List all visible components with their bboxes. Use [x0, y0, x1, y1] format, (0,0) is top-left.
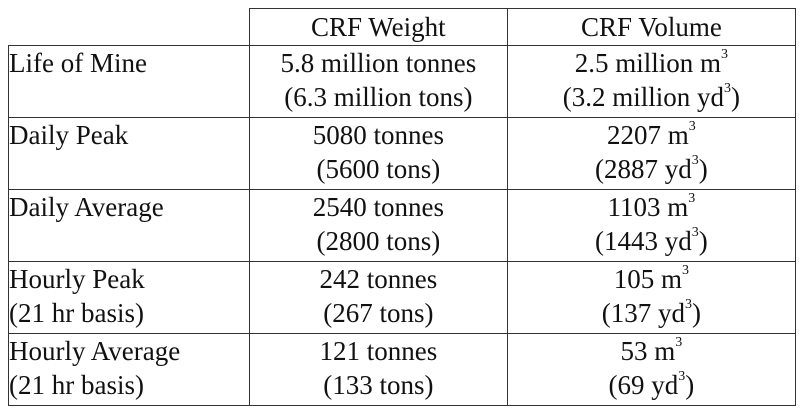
header-corner	[8, 8, 250, 46]
volume-imperial: (2887 yd3)	[508, 152, 795, 186]
volume-cell: 53 m3 (69 yd3)	[506, 333, 797, 406]
row-label-line2	[9, 152, 249, 186]
cubed-superscript: 3	[724, 81, 732, 96]
volume-metric-text: 1103 m	[607, 192, 689, 222]
cubed-superscript: 3	[691, 225, 699, 240]
volume-metric: 1103 m3	[508, 190, 795, 224]
volume-imperial: (69 yd3)	[508, 368, 795, 402]
weight-cell: 2540 tonnes (2800 tons)	[248, 189, 508, 262]
header-crf-weight: CRF Weight	[248, 8, 508, 46]
row-label: Hourly Average (21 hr basis)	[8, 333, 250, 406]
volume-cell: 2.5 million m3 (3.2 million yd3)	[506, 45, 797, 118]
row-label: Hourly Peak (21 hr basis)	[8, 261, 250, 334]
row-label-line1: Hourly Average	[9, 336, 181, 366]
volume-metric: 105 m3	[508, 262, 795, 296]
cubed-superscript: 3	[678, 369, 686, 384]
crf-table: CRF Weight CRF Volume Life of Mine 5.8 m…	[8, 8, 797, 406]
row-label-line2	[9, 224, 249, 258]
volume-metric: 53 m3	[508, 334, 795, 368]
volume-imperial-close: )	[685, 370, 695, 400]
row-label-line1: Life of Mine	[9, 48, 147, 78]
volume-imperial-text: (2887 yd	[595, 154, 692, 184]
table-row: Daily Average 2540 tonnes (2800 tons) 11…	[8, 189, 797, 262]
cubed-superscript: 3	[675, 335, 683, 350]
weight-cell: 121 tonnes (133 tons)	[248, 333, 508, 406]
weight-cell: 242 tonnes (267 tons)	[248, 261, 508, 334]
volume-metric-text: 105 m	[613, 264, 683, 294]
row-label-line1: Daily Peak	[9, 120, 129, 150]
volume-metric: 2207 m3	[508, 118, 795, 152]
weight-metric: 5080 tonnes	[312, 120, 444, 150]
cubed-superscript: 3	[688, 191, 696, 206]
row-label-line2: (21 hr basis)	[9, 298, 144, 328]
weight-metric: 5.8 million tonnes	[280, 48, 477, 78]
cubed-superscript: 3	[685, 297, 693, 312]
cubed-superscript: 3	[688, 119, 696, 134]
volume-imperial-text: (137 yd	[601, 298, 686, 328]
volume-cell: 2207 m3 (2887 yd3)	[506, 117, 797, 190]
volume-imperial-close: )	[698, 154, 708, 184]
weight-cell: 5.8 million tonnes (6.3 million tons)	[248, 45, 508, 118]
weight-imperial: (6.3 million tons)	[284, 82, 473, 112]
volume-imperial: (137 yd3)	[508, 296, 795, 330]
volume-imperial: (1443 yd3)	[508, 224, 795, 258]
weight-metric: 2540 tonnes	[312, 192, 444, 222]
weight-metric: 242 tonnes	[319, 264, 438, 294]
row-label: Daily Average	[8, 189, 250, 262]
weight-imperial: (2800 tons)	[316, 226, 441, 256]
volume-metric: 2.5 million m3	[508, 46, 795, 80]
cubed-superscript: 3	[691, 153, 699, 168]
row-label: Life of Mine	[8, 45, 250, 118]
weight-metric: 121 tonnes	[319, 336, 438, 366]
volume-cell: 105 m3 (137 yd3)	[506, 261, 797, 334]
table-row: Hourly Peak (21 hr basis) 242 tonnes (26…	[8, 261, 797, 334]
row-label-line2	[9, 80, 249, 114]
weight-imperial: (133 tons)	[323, 370, 434, 400]
row-label: Daily Peak	[8, 117, 250, 190]
row-label-line1: Hourly Peak	[9, 264, 145, 294]
weight-cell: 5080 tonnes (5600 tons)	[248, 117, 508, 190]
volume-metric-text: 2207 m	[607, 120, 689, 150]
volume-imperial-close: )	[692, 298, 702, 328]
header-row: CRF Weight CRF Volume	[8, 8, 797, 46]
row-label-line2: (21 hr basis)	[9, 370, 144, 400]
volume-imperial-text: (3.2 million yd	[562, 82, 725, 112]
volume-metric-text: 2.5 million m	[574, 48, 722, 78]
volume-imperial-text: (69 yd	[608, 370, 679, 400]
row-label-line1: Daily Average	[9, 192, 164, 222]
table-row: Life of Mine 5.8 million tonnes (6.3 mil…	[8, 45, 797, 118]
weight-imperial: (5600 tons)	[316, 154, 441, 184]
volume-imperial-close: )	[731, 82, 741, 112]
table-row: Hourly Average (21 hr basis) 121 tonnes …	[8, 333, 797, 406]
cubed-superscript: 3	[682, 263, 690, 278]
table-row: Daily Peak 5080 tonnes (5600 tons) 2207 …	[8, 117, 797, 190]
weight-imperial: (267 tons)	[323, 298, 434, 328]
volume-imperial-close: )	[698, 226, 708, 256]
volume-metric-text: 53 m	[620, 336, 676, 366]
header-crf-volume: CRF Volume	[506, 8, 797, 46]
cubed-superscript: 3	[721, 47, 729, 62]
volume-imperial: (3.2 million yd3)	[508, 80, 795, 114]
volume-cell: 1103 m3 (1443 yd3)	[506, 189, 797, 262]
volume-imperial-text: (1443 yd	[595, 226, 692, 256]
